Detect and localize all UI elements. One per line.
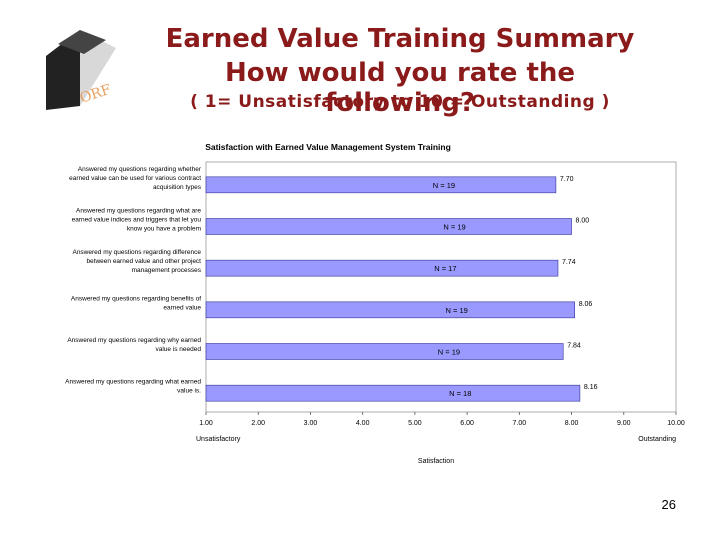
x-tick-label: 1.00 [199,420,213,427]
category-label: between earned value and other project [86,258,201,265]
page-subtitle: How would you rate the following? [224,58,576,118]
x-max-label: Outstanding [638,436,676,443]
bar-chart: Satisfaction with Earned Value Managemen… [36,140,696,470]
page-title: Earned Value Training Summary [165,24,635,54]
bar [205,218,572,235]
category-label: management processes [132,267,202,274]
bar [205,343,564,360]
bar [205,301,575,319]
bar [205,176,557,194]
plot-frame [205,161,677,413]
category-label: Answered my questions regarding why earn… [67,337,201,344]
data-label: 8.16 [584,384,598,391]
category-label: Answered my questions regarding what ear… [65,379,201,386]
category-label: earned value [163,304,201,311]
x-tick-label: 3.00 [304,420,318,427]
x-axis-title: Satisfaction [418,458,454,465]
data-label: 8.00 [576,218,590,225]
category-label: know you have a problem [127,226,201,233]
n-label: N = 19 [446,306,468,315]
x-tick-label: 2.00 [251,420,265,427]
data-label: 8.06 [579,301,593,308]
x-tick-label: 4.00 [356,420,370,427]
n-label: N = 17 [434,264,456,273]
category-label: earned value can be used for various con… [69,175,201,182]
n-label: N = 19 [438,348,460,357]
bar [205,384,581,402]
scale-note: ( 1= Unsatisfactory to 10 = Outstanding … [190,92,610,112]
data-label: 7.74 [562,259,576,266]
x-tick-label: 7.00 [513,420,527,427]
page-number: 26 [661,497,676,512]
data-label: 7.84 [567,343,581,350]
chart-svg: Satisfaction with Earned Value Managemen… [65,142,685,465]
x-tick-label: 8.00 [565,420,579,427]
category-label: value is. [177,388,201,395]
x-tick-label: 6.00 [460,420,474,427]
bar [205,259,559,277]
x-tick-label: 9.00 [617,420,631,427]
x-tick-label: 5.00 [408,420,422,427]
house-logo-icon: ORF [46,30,116,110]
category-label: Answered my questions regarding whether [78,166,202,173]
category-label: value is needed [155,346,201,353]
category-label: Answered my questions regarding differen… [72,249,201,256]
category-label: earned value indices and triggers that l… [72,217,202,224]
category-label: acquisition types [153,184,202,191]
category-label: Answered my questions regarding what are [76,208,201,215]
n-label: N = 19 [443,223,465,232]
data-label: 7.70 [560,176,574,183]
n-label: N = 18 [449,389,471,398]
x-tick-label: 10.00 [667,420,685,427]
chart-title: Satisfaction with Earned Value Managemen… [205,142,451,152]
n-label: N = 19 [433,181,455,190]
x-min-label: Unsatisfactory [196,436,241,443]
category-label: Answered my questions regarding benefits… [71,295,201,302]
